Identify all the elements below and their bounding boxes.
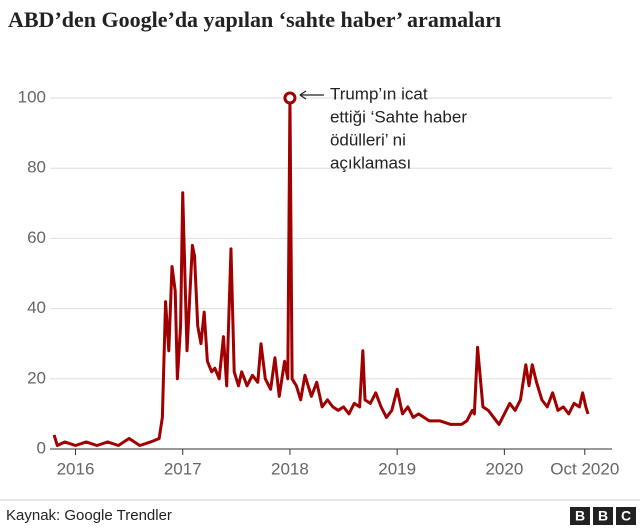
x-tick-label: 2016 xyxy=(57,459,95,478)
annotation-arrowhead xyxy=(299,90,307,100)
y-tick-label: 80 xyxy=(27,158,46,177)
chart-title: ABD’den Google’da yapılan ‘sahte haber’ … xyxy=(8,7,501,32)
x-tick-label: 2017 xyxy=(164,459,202,478)
logo-letter: C xyxy=(621,508,631,524)
x-tick-label: 2020 xyxy=(485,459,523,478)
annotation: Trump’ın icat xyxy=(330,84,428,103)
y-tick-label: 100 xyxy=(18,87,46,106)
annotation: ettiği ‘Sahte haber xyxy=(330,107,467,126)
y-tick-label: 0 xyxy=(37,438,46,457)
logo-letter: B xyxy=(598,508,608,524)
logo-box xyxy=(616,507,636,525)
x-tick-label: Oct 2020 xyxy=(550,459,619,478)
y-tick-label: 40 xyxy=(27,298,46,317)
line xyxy=(52,96,590,447)
x-tick-label: 2019 xyxy=(378,459,416,478)
logo-box xyxy=(570,507,590,525)
annotation: açıklaması xyxy=(330,153,411,172)
x-tick-label: 2018 xyxy=(271,459,309,478)
y-tick-label: 20 xyxy=(27,368,46,387)
peak-marker xyxy=(283,91,297,105)
logo-letter: B xyxy=(575,508,585,524)
y-tick-label: 60 xyxy=(27,228,46,247)
annotation: ödülleri’ ni xyxy=(330,130,406,149)
source: Kaynak: Google Trendler xyxy=(6,507,172,524)
logo-box xyxy=(593,507,613,525)
